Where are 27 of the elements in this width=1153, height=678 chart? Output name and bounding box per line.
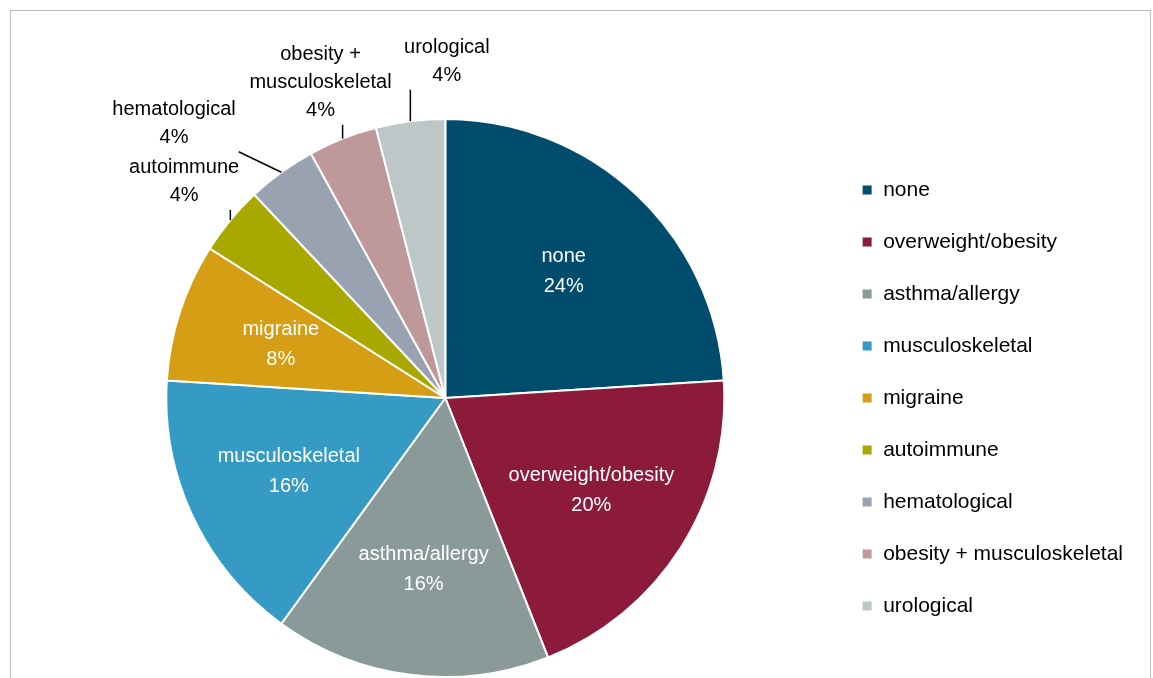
slice-label: overweight/obesity (508, 463, 675, 486)
slice-label: urological (404, 35, 490, 58)
slice-label: autoimmune (129, 155, 240, 178)
slice-label: hematological (112, 97, 236, 120)
data-label: 16% (403, 572, 444, 595)
slice-label: obesity + musculoskeletal (249, 42, 392, 93)
data-label: 16% (268, 474, 310, 497)
legend-label: musculoskeletal (883, 332, 1033, 356)
legend-label: hematological (883, 488, 1013, 512)
data-label: 8% (266, 347, 296, 370)
data-label: 4% (169, 183, 199, 206)
slice-label: none (541, 244, 586, 267)
slice-label: asthma/allergy (358, 542, 489, 565)
data-label: 20% (571, 493, 612, 516)
data-label: 24% (543, 274, 584, 297)
legend-label: migraine (883, 384, 964, 408)
data-label: 4% (306, 98, 336, 121)
slice-label: musculoskeletal (217, 444, 360, 467)
data-label: 4% (159, 125, 189, 148)
legend-label: asthma/allergy (883, 280, 1021, 304)
legend-label: obesity + musculoskeletal (883, 540, 1124, 564)
data-label: 4% (432, 63, 462, 86)
legend-label: autoimmune (883, 436, 999, 460)
legend-label: overweight/obesity (883, 228, 1058, 252)
slice-label: migraine (242, 317, 320, 340)
legend-label: none (883, 176, 930, 200)
legend-label: urological (883, 592, 974, 616)
